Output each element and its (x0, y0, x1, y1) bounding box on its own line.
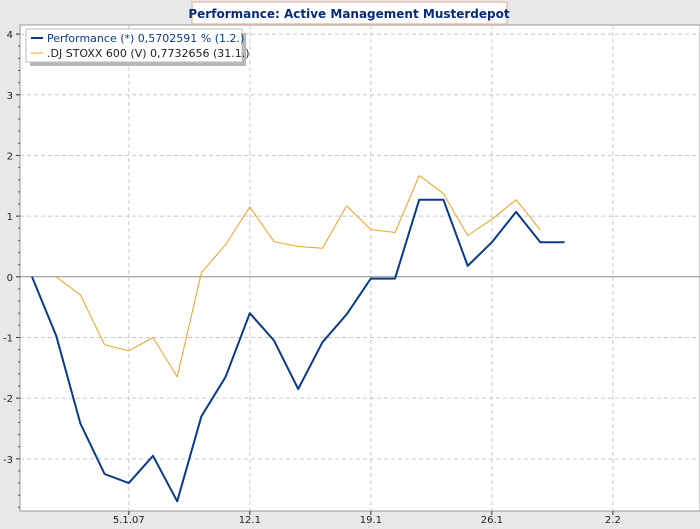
series-line-stoxx (55, 175, 541, 378)
legend: Performance (*) 0,5702591 % (1.2.) .DJ S… (25, 28, 250, 66)
y-tick-label: 3 (7, 91, 13, 102)
y-tick-label: 1 (7, 212, 13, 223)
y-tick-label: -2 (3, 394, 13, 405)
plot-area (19, 24, 700, 512)
legend-box (25, 28, 243, 63)
chart-title-group: Performance: Active Management Musterdep… (188, 1, 510, 25)
y-axis: -3 -2 -1 0 1 2 3 4 (3, 30, 20, 508)
x-tick-label: 12.1 (239, 515, 261, 525)
x-axis: 5.1.07 12.1 19.1 26.1 2.2 (113, 511, 621, 526)
x-tick-label: 5.1.07 (113, 515, 145, 525)
series-lines (31, 175, 565, 503)
y-tick-label: 4 (7, 30, 13, 41)
series-line-performance (31, 198, 565, 503)
x-tick-label: 26.1 (481, 515, 503, 525)
legend-label-performance: Performance (*) 0,5702591 % (1.2.) (47, 32, 244, 45)
x-tick-label: 2.2 (605, 515, 621, 525)
chart-title: Performance: Active Management Musterdep… (188, 7, 509, 21)
y-tick-label: -3 (3, 455, 13, 466)
y-tick-label: 2 (7, 151, 13, 162)
legend-label-stoxx: .DJ STOXX 600 (V) 0,7732656 (31.1.) (47, 47, 250, 60)
x-tick-label: 19.1 (360, 515, 382, 525)
y-tick-label: 0 (7, 273, 13, 284)
y-tick-label: -1 (3, 333, 13, 344)
title-box (191, 1, 508, 25)
